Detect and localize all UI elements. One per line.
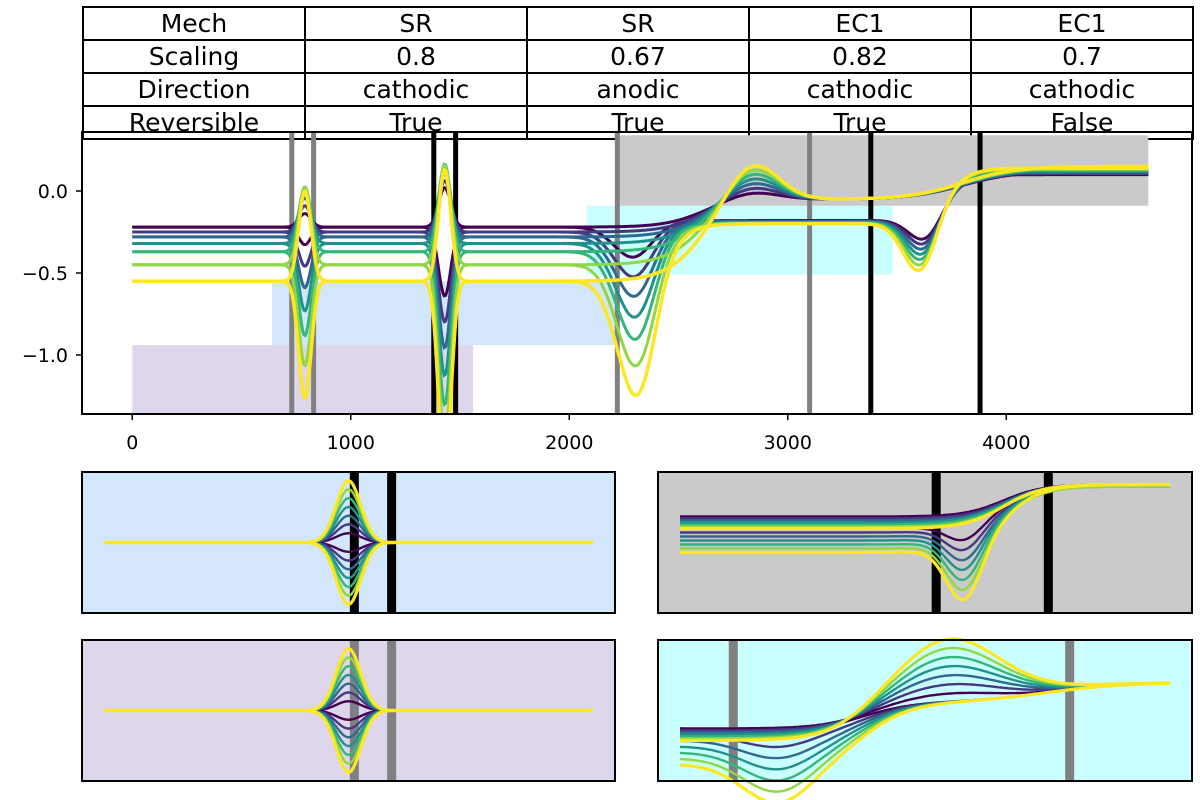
x-tick-label: 0	[126, 432, 138, 454]
series-line	[132, 164, 1149, 283]
table-cell: True	[526, 105, 750, 140]
series-line	[680, 482, 1170, 602]
row-label: Mech	[82, 6, 306, 41]
table-cell: EC1	[970, 6, 1194, 41]
table-cell: cathodic	[748, 72, 972, 107]
zoom-panel	[657, 471, 1193, 614]
shaded-region	[586, 205, 893, 275]
series-line	[680, 637, 1170, 743]
zoom-panel-background	[658, 640, 1192, 781]
table-row: Direction cathodic anodic cathodic catho…	[82, 72, 1194, 107]
table-row: Mech SR SR EC1 EC1	[82, 6, 1194, 41]
y-tick-label: 0.0	[38, 181, 68, 203]
x-tick-label: 3000	[764, 432, 812, 454]
zoom-panel	[81, 471, 616, 614]
series-line	[104, 708, 593, 775]
table-cell: SR	[304, 6, 528, 41]
series-line	[132, 166, 1149, 414]
x-tick-label: 4000	[982, 432, 1030, 454]
table-cell: 0.82	[748, 39, 972, 74]
row-label: Direction	[82, 72, 306, 107]
parameter-table: Mech SR SR EC1 EC1 Scaling 0.8 0.67 0.82…	[82, 6, 1194, 140]
table-cell: cathodic	[304, 72, 528, 107]
y-tick-label: −0.5	[22, 263, 68, 285]
table-row: Scaling 0.8 0.67 0.82 0.7	[82, 39, 1194, 74]
zoom-panel	[657, 637, 1193, 800]
shaded-region	[272, 281, 618, 346]
zoom-panel-frame	[81, 471, 616, 614]
series-line	[104, 540, 593, 607]
vertical-marker	[349, 640, 359, 781]
zoom-panel-frame	[657, 639, 1193, 782]
series-line	[679, 681, 1171, 800]
table-cell: EC1	[748, 6, 972, 41]
y-tick-label: −1.0	[22, 345, 68, 367]
zoom-panel-frame	[81, 639, 616, 782]
table-cell: 0.67	[526, 39, 750, 74]
vertical-marker	[1043, 472, 1053, 613]
zoom-panel	[81, 639, 616, 782]
table-cell: cathodic	[970, 72, 1194, 107]
vertical-marker	[349, 472, 359, 613]
table-row: Reversible True True True False	[82, 105, 1194, 140]
x-tick-label: 2000	[545, 432, 593, 454]
table-cell: SR	[526, 6, 750, 41]
table-cell: anodic	[526, 72, 750, 107]
row-label: Scaling	[82, 39, 306, 74]
vertical-marker	[1065, 640, 1075, 781]
table-cell: 0.8	[304, 39, 528, 74]
zoom-panel-frame	[657, 471, 1193, 614]
x-tick-label: 1000	[327, 432, 375, 454]
vertical-marker	[728, 640, 738, 781]
table-cell: 0.7	[970, 39, 1194, 74]
series-line	[680, 485, 1170, 592]
main-plot	[132, 132, 1149, 414]
